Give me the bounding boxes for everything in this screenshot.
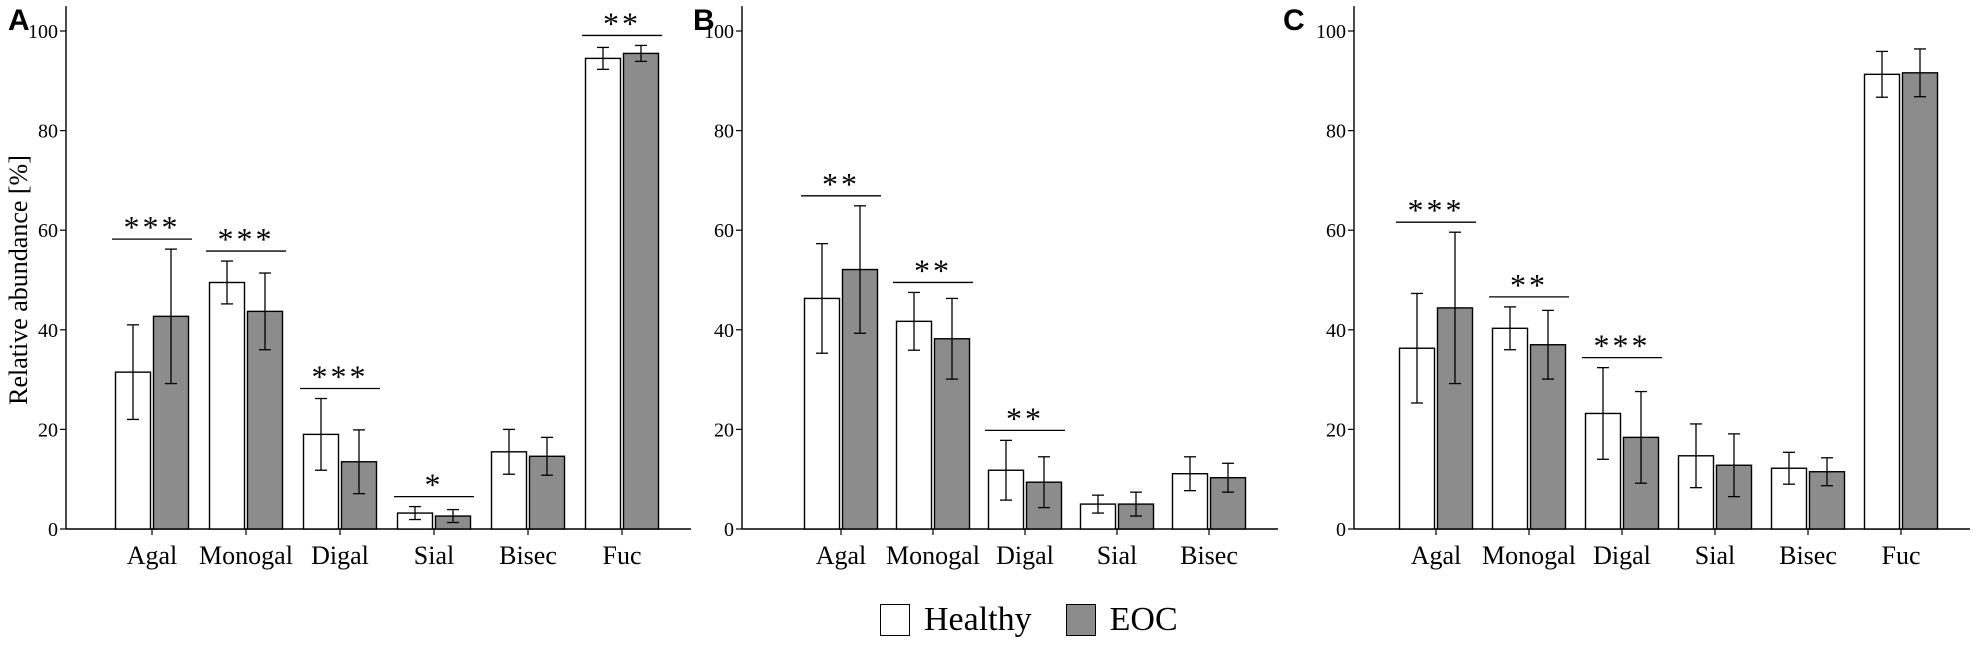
y-tick-label-b-40: 40 [714, 320, 734, 342]
y-tick-label-b-20: 20 [714, 419, 734, 441]
panel-letter-a: A [8, 4, 30, 37]
y-tick-label-c-100: 100 [1316, 21, 1346, 43]
legend-label-eoc: EOC [1109, 601, 1178, 638]
bar-c-fuc-eoc [1901, 72, 1939, 530]
x-tick-label-c-sial: Sial [1695, 541, 1735, 570]
significance-label-a-digal: *** [312, 359, 369, 395]
significance-label-a-monogal: *** [218, 221, 275, 257]
bar-a-fuc-healthy [584, 57, 622, 530]
y-axis-label: Relative abundance [%] [4, 155, 33, 405]
significance-label-c-monogal: ** [1510, 267, 1548, 303]
bar-a-monogal-healthy [208, 281, 246, 530]
x-tick-label-c-agal: Agal [1411, 541, 1462, 570]
significance-label-a-sial: * [425, 467, 444, 503]
legend-entry-healthy: Healthy [880, 603, 1032, 637]
bar-c-fuc-healthy [1863, 73, 1901, 530]
legend-swatch-eoc [1065, 604, 1096, 636]
y-tick-label-a-100: 100 [28, 21, 58, 43]
significance-label-a-agal: *** [124, 209, 181, 245]
x-tick-label-c-digal: Digal [1593, 541, 1651, 570]
y-tick-label-a-40: 40 [38, 320, 58, 342]
y-tick-label-a-20: 20 [38, 419, 58, 441]
x-tick-label-b-bisec: Bisec [1180, 541, 1238, 570]
bar-c-monogal-healthy [1491, 327, 1529, 530]
significance-label-b-monogal: ** [914, 252, 952, 288]
x-tick-label-b-sial: Sial [1097, 541, 1137, 570]
legend-swatch-healthy [880, 604, 910, 636]
significance-label-c-agal: *** [1408, 192, 1465, 228]
significance-label-c-digal: *** [1594, 328, 1651, 364]
y-tick-label-b-100: 100 [704, 21, 734, 43]
y-tick-label-c-0: 0 [1336, 519, 1346, 541]
y-tick-label-a-80: 80 [38, 121, 58, 143]
significance-label-b-agal: ** [822, 166, 860, 202]
y-tick-label-b-0: 0 [724, 519, 734, 541]
y-tick-label-b-80: 80 [714, 121, 734, 143]
x-tick-label-a-fuc: Fuc [603, 541, 642, 570]
y-tick-label-c-60: 60 [1326, 220, 1346, 242]
y-tick-label-c-80: 80 [1326, 121, 1346, 143]
x-tick-label-a-sial: Sial [414, 541, 454, 570]
significance-label-b-digal: ** [1006, 400, 1044, 436]
bar-b-bisec-eoc [1209, 477, 1247, 530]
y-tick-label-a-0: 0 [48, 519, 58, 541]
x-tick-label-c-fuc: Fuc [1882, 541, 1921, 570]
panel-letter-b: B [693, 4, 715, 37]
x-tick-label-a-agal: Agal [127, 541, 178, 570]
y-tick-label-c-20: 20 [1326, 419, 1346, 441]
panel-letter-c: C [1283, 4, 1305, 37]
significance-label-a-fuc: ** [603, 5, 641, 41]
x-tick-label-b-agal: Agal [816, 541, 867, 570]
x-tick-label-b-monogal: Monogal [886, 541, 980, 570]
x-tick-label-a-digal: Digal [311, 541, 369, 570]
x-tick-label-c-bisec: Bisec [1779, 541, 1837, 570]
x-tick-label-c-monogal: Monogal [1482, 541, 1576, 570]
legend-label-healthy: Healthy [924, 601, 1032, 638]
y-tick-label-a-60: 60 [38, 220, 58, 242]
bar-a-fuc-eoc [622, 52, 660, 530]
x-tick-label-a-bisec: Bisec [499, 541, 557, 570]
bar-b-monogal-healthy [895, 320, 933, 530]
y-tick-label-b-60: 60 [714, 220, 734, 242]
x-tick-label-a-monogal: Monogal [199, 541, 293, 570]
y-tick-label-c-40: 40 [1326, 320, 1346, 342]
legend: Healthy EOC [880, 596, 1178, 644]
x-tick-label-b-digal: Digal [996, 541, 1054, 570]
legend-entry-eoc: EOC [1065, 601, 1178, 638]
bar-c-sial-healthy [1677, 455, 1715, 530]
